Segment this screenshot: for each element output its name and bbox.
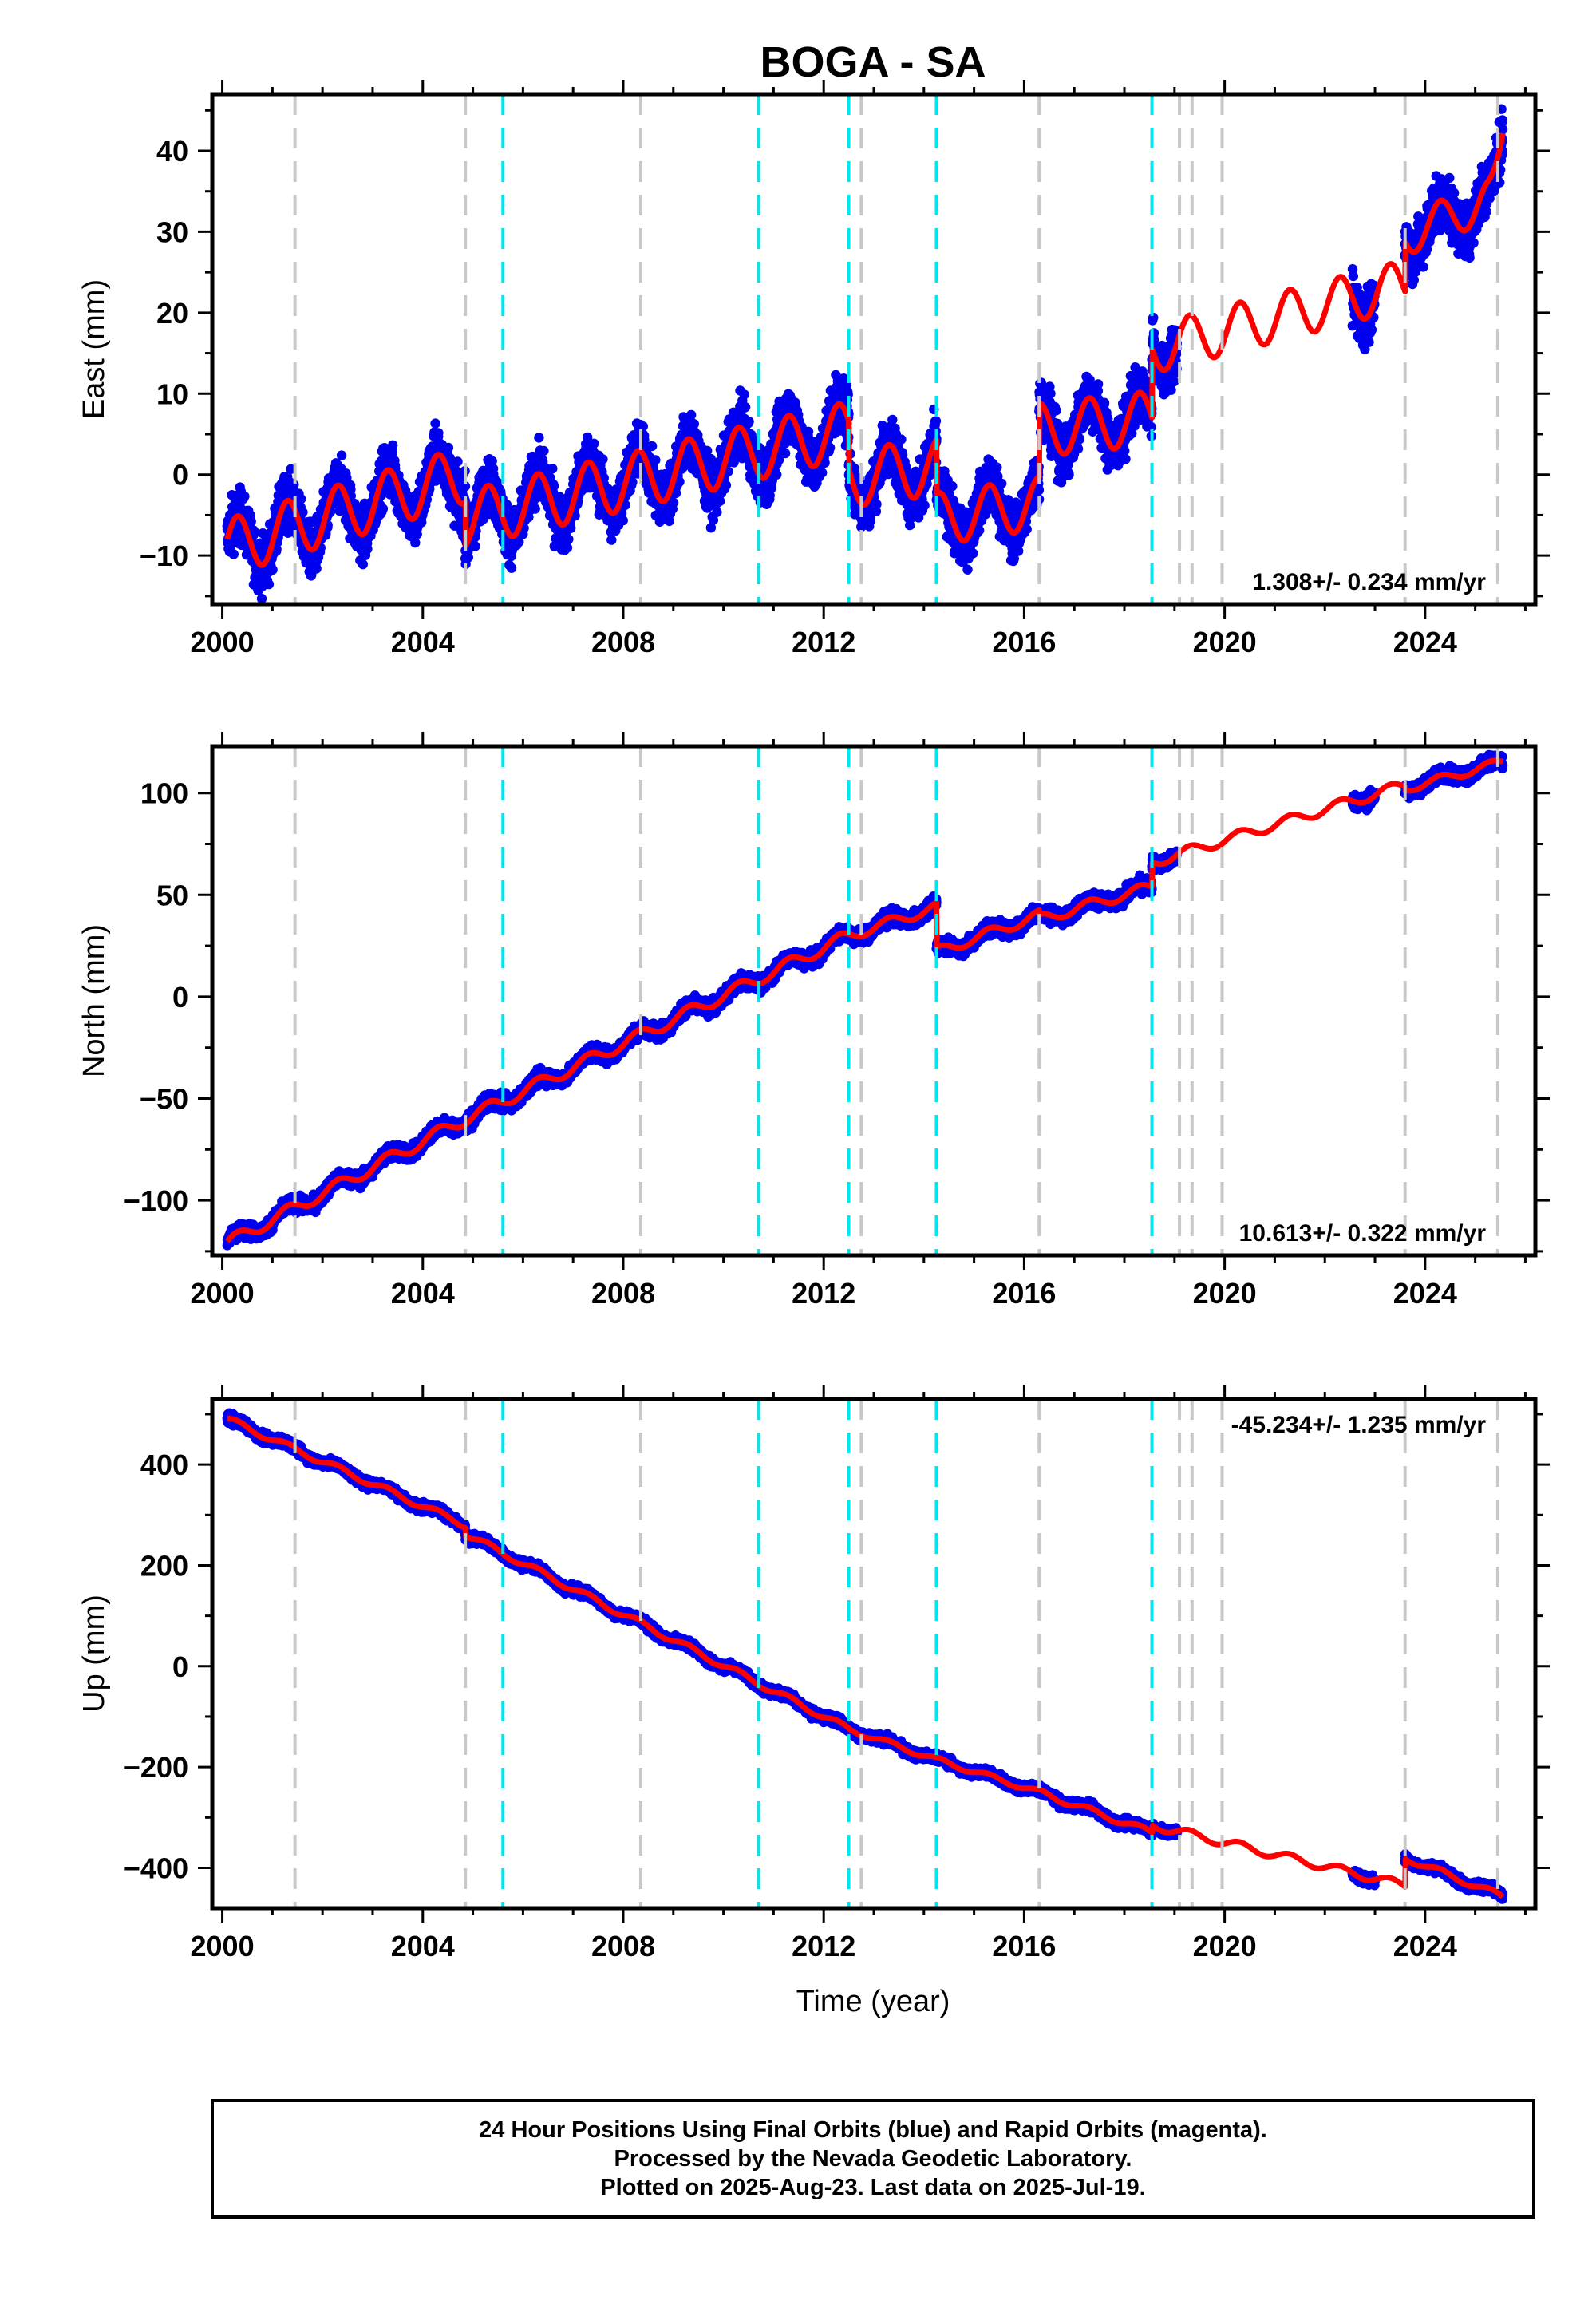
- data-point: [721, 480, 732, 491]
- data-point: [992, 462, 1002, 472]
- data-point: [606, 535, 617, 545]
- data-point: [871, 499, 882, 509]
- data-point: [377, 504, 389, 514]
- data-point: [267, 564, 278, 575]
- data-point: [962, 564, 973, 575]
- data-point: [239, 491, 250, 502]
- data-point: [865, 516, 876, 526]
- data-point: [249, 527, 260, 537]
- data-point: [228, 549, 239, 559]
- data-point: [589, 438, 599, 449]
- data-point: [298, 507, 308, 517]
- data-point: [887, 414, 898, 425]
- data-point: [803, 426, 814, 437]
- data-point: [618, 515, 628, 526]
- data-point: [919, 500, 930, 511]
- data-point: [256, 593, 267, 604]
- data-point: [974, 525, 985, 536]
- data-point: [463, 552, 473, 563]
- data-point: [539, 445, 549, 456]
- data-point: [780, 448, 791, 459]
- data-point: [530, 504, 540, 514]
- data-point: [470, 541, 480, 551]
- data-point: [296, 494, 306, 504]
- data-point: [534, 433, 544, 443]
- data-point: [668, 497, 679, 508]
- data-point: [336, 450, 347, 460]
- data-point: [896, 434, 907, 445]
- data-point: [947, 481, 958, 492]
- data-point: [311, 563, 322, 574]
- figure-title: BOGA - SA: [760, 38, 986, 86]
- data-point: [547, 464, 558, 474]
- data-point: [598, 454, 608, 464]
- data-point: [562, 543, 573, 553]
- panel-east: 2000 2004 2008 2012 2016 2020 2024−10010203040…: [77, 80, 1550, 658]
- data-point: [930, 416, 942, 426]
- data-point: [563, 534, 574, 544]
- data-point: [739, 389, 749, 400]
- data-point: [430, 418, 440, 429]
- data-point: [362, 543, 373, 555]
- data-point: [646, 441, 658, 452]
- data-point: [246, 516, 256, 527]
- data-point: [388, 440, 398, 450]
- data-point: [744, 417, 754, 427]
- data-point: [712, 507, 722, 517]
- data-point: [358, 559, 368, 570]
- data-point: [740, 402, 751, 413]
- data-point: [410, 537, 421, 548]
- plot-area: [222, 94, 1508, 604]
- data-point: [968, 548, 978, 559]
- data-point: [650, 455, 661, 465]
- data-point: [443, 442, 454, 453]
- data-point: [452, 456, 463, 467]
- data-point: [433, 428, 444, 438]
- data-point: [263, 579, 275, 590]
- data-point: [772, 469, 782, 480]
- data-point: [816, 468, 828, 478]
- data-point: [997, 478, 1007, 489]
- data-points: [222, 104, 1508, 604]
- data-point: [506, 563, 517, 573]
